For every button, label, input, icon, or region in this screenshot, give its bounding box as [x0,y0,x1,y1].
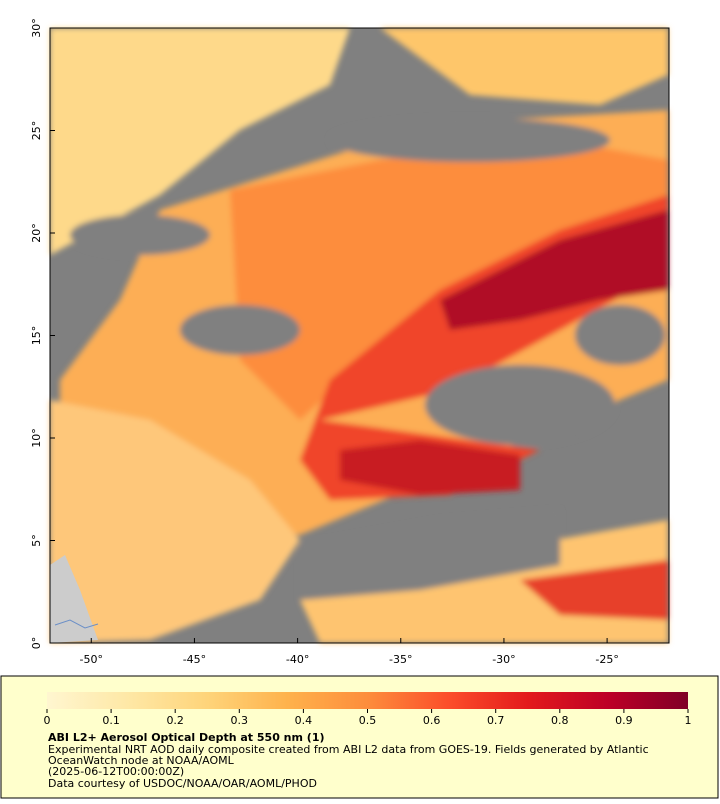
colorbar-tick-label: 0.2 [166,714,184,727]
y-tick-label: 5° [30,534,43,547]
colorbar-tick-label: 0.7 [487,714,505,727]
colorbar-tick-label: 0.4 [295,714,313,727]
x-tick-label: -30° [492,653,515,666]
colorbar-tick-label: 0.1 [102,714,120,727]
colorbar [47,692,688,709]
y-tick-label: 30° [30,18,43,38]
aod-map [49,27,670,644]
colorbar-tick-label: 0.8 [551,714,569,727]
caption-line: (2025-06-12T00:00:00Z) [48,765,184,778]
x-tick-label: -40° [286,653,309,666]
caption-line: Data courtesy of USDOC/NOAA/OAR/AOML/PHO… [48,777,317,790]
x-tick-label: -25° [595,653,618,666]
caption-line: OceanWatch node at NOAA/AOML [48,754,235,767]
y-tick-label: 25° [30,121,43,141]
x-tick-label: -35° [389,653,412,666]
y-tick-label: 10° [30,428,43,448]
caption-line: Experimental NRT AOD daily composite cre… [48,743,649,756]
colorbar-tick-label: 0.3 [231,714,249,727]
y-tick-label: 15° [30,326,43,346]
colorbar-tick-label: 0.6 [423,714,441,727]
y-tick-label: 20° [30,223,43,243]
colorbar-tick-label: 0.5 [359,714,377,727]
colorbar-tick-label: 0 [44,714,51,727]
x-tick-label: -45° [183,653,206,666]
colorbar-tick-label: 0.9 [615,714,633,727]
caption-title: ABI L2+ Aerosol Optical Depth at 550 nm … [48,731,325,744]
x-tick-label: -50° [80,653,103,666]
colorbar-tick-label: 1 [685,714,692,727]
y-tick-label: 0° [30,637,43,650]
